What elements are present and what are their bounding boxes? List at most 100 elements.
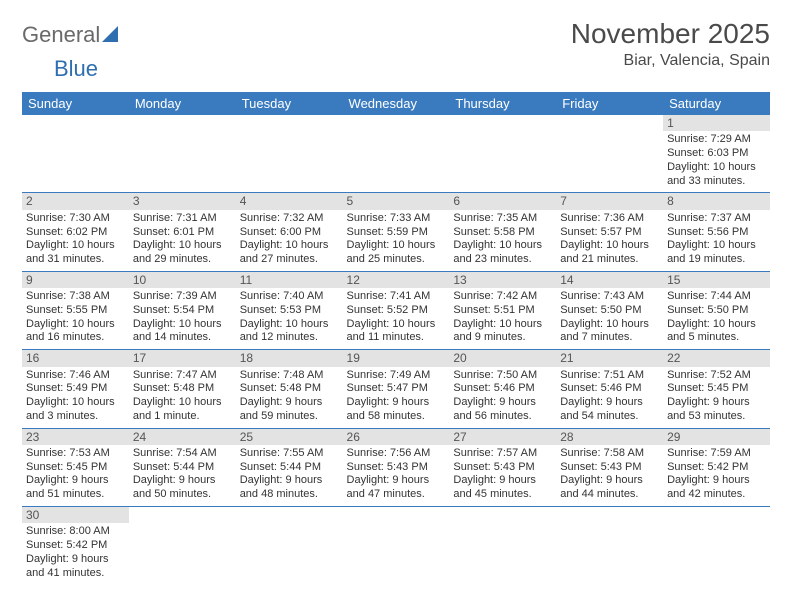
day-number: 2 [22, 193, 129, 209]
calendar-cell [236, 115, 343, 193]
day-number: 29 [663, 429, 770, 445]
day-details: Sunrise: 7:47 AMSunset: 5:48 PMDaylight:… [129, 367, 236, 428]
calendar-cell: 2Sunrise: 7:30 AMSunset: 6:02 PMDaylight… [22, 193, 129, 271]
calendar-cell [449, 115, 556, 193]
calendar-cell: 22Sunrise: 7:52 AMSunset: 5:45 PMDayligh… [663, 350, 770, 428]
calendar-row: 30Sunrise: 8:00 AMSunset: 5:42 PMDayligh… [22, 506, 770, 584]
calendar-cell: 17Sunrise: 7:47 AMSunset: 5:48 PMDayligh… [129, 350, 236, 428]
day-details: Sunrise: 7:51 AMSunset: 5:46 PMDaylight:… [556, 367, 663, 428]
calendar-cell: 3Sunrise: 7:31 AMSunset: 6:01 PMDaylight… [129, 193, 236, 271]
weekday-header: Wednesday [343, 92, 450, 115]
day-number: 8 [663, 193, 770, 209]
sail-icon [102, 26, 122, 47]
day-details: Sunrise: 7:36 AMSunset: 5:57 PMDaylight:… [556, 210, 663, 271]
day-number: 24 [129, 429, 236, 445]
calendar-cell: 28Sunrise: 7:58 AMSunset: 5:43 PMDayligh… [556, 428, 663, 506]
day-details: Sunrise: 7:55 AMSunset: 5:44 PMDaylight:… [236, 445, 343, 506]
day-details: Sunrise: 7:50 AMSunset: 5:46 PMDaylight:… [449, 367, 556, 428]
day-details: Sunrise: 7:52 AMSunset: 5:45 PMDaylight:… [663, 367, 770, 428]
day-number: 15 [663, 272, 770, 288]
calendar-cell: 5Sunrise: 7:33 AMSunset: 5:59 PMDaylight… [343, 193, 450, 271]
calendar-cell: 26Sunrise: 7:56 AMSunset: 5:43 PMDayligh… [343, 428, 450, 506]
weekday-header: Monday [129, 92, 236, 115]
calendar-row: 9Sunrise: 7:38 AMSunset: 5:55 PMDaylight… [22, 271, 770, 349]
day-number: 11 [236, 272, 343, 288]
calendar-cell: 15Sunrise: 7:44 AMSunset: 5:50 PMDayligh… [663, 271, 770, 349]
day-details: Sunrise: 7:31 AMSunset: 6:01 PMDaylight:… [129, 210, 236, 271]
day-number: 20 [449, 350, 556, 366]
day-details: Sunrise: 7:32 AMSunset: 6:00 PMDaylight:… [236, 210, 343, 271]
calendar-cell: 8Sunrise: 7:37 AMSunset: 5:56 PMDaylight… [663, 193, 770, 271]
day-number: 1 [663, 115, 770, 131]
day-number: 3 [129, 193, 236, 209]
day-details: Sunrise: 7:58 AMSunset: 5:43 PMDaylight:… [556, 445, 663, 506]
day-details: Sunrise: 7:41 AMSunset: 5:52 PMDaylight:… [343, 288, 450, 349]
calendar-table: SundayMondayTuesdayWednesdayThursdayFrid… [22, 92, 770, 584]
calendar-cell [343, 115, 450, 193]
calendar-cell: 29Sunrise: 7:59 AMSunset: 5:42 PMDayligh… [663, 428, 770, 506]
weekday-header: Friday [556, 92, 663, 115]
day-details: Sunrise: 7:39 AMSunset: 5:54 PMDaylight:… [129, 288, 236, 349]
day-number: 19 [343, 350, 450, 366]
day-number: 12 [343, 272, 450, 288]
day-details: Sunrise: 7:49 AMSunset: 5:47 PMDaylight:… [343, 367, 450, 428]
calendar-row: 23Sunrise: 7:53 AMSunset: 5:45 PMDayligh… [22, 428, 770, 506]
day-details: Sunrise: 7:29 AMSunset: 6:03 PMDaylight:… [663, 131, 770, 192]
calendar-cell: 23Sunrise: 7:53 AMSunset: 5:45 PMDayligh… [22, 428, 129, 506]
day-details: Sunrise: 7:33 AMSunset: 5:59 PMDaylight:… [343, 210, 450, 271]
calendar-row: 16Sunrise: 7:46 AMSunset: 5:49 PMDayligh… [22, 350, 770, 428]
page-title: November 2025 [571, 18, 770, 50]
calendar-cell: 12Sunrise: 7:41 AMSunset: 5:52 PMDayligh… [343, 271, 450, 349]
calendar-cell [129, 506, 236, 584]
calendar-body: 1Sunrise: 7:29 AMSunset: 6:03 PMDaylight… [22, 115, 770, 584]
calendar-cell: 7Sunrise: 7:36 AMSunset: 5:57 PMDaylight… [556, 193, 663, 271]
calendar-head: SundayMondayTuesdayWednesdayThursdayFrid… [22, 92, 770, 115]
day-number: 9 [22, 272, 129, 288]
day-number: 26 [343, 429, 450, 445]
calendar-row: 2Sunrise: 7:30 AMSunset: 6:02 PMDaylight… [22, 193, 770, 271]
calendar-cell: 27Sunrise: 7:57 AMSunset: 5:43 PMDayligh… [449, 428, 556, 506]
day-number: 17 [129, 350, 236, 366]
day-number: 14 [556, 272, 663, 288]
day-details: Sunrise: 7:57 AMSunset: 5:43 PMDaylight:… [449, 445, 556, 506]
day-details: Sunrise: 7:56 AMSunset: 5:43 PMDaylight:… [343, 445, 450, 506]
calendar-cell: 6Sunrise: 7:35 AMSunset: 5:58 PMDaylight… [449, 193, 556, 271]
day-number: 18 [236, 350, 343, 366]
weekday-header: Thursday [449, 92, 556, 115]
day-details: Sunrise: 7:37 AMSunset: 5:56 PMDaylight:… [663, 210, 770, 271]
day-details: Sunrise: 7:54 AMSunset: 5:44 PMDaylight:… [129, 445, 236, 506]
calendar-cell [343, 506, 450, 584]
day-number: 6 [449, 193, 556, 209]
day-number: 22 [663, 350, 770, 366]
day-details: Sunrise: 7:30 AMSunset: 6:02 PMDaylight:… [22, 210, 129, 271]
calendar-cell [556, 115, 663, 193]
day-number: 4 [236, 193, 343, 209]
brand-logo: General [22, 22, 122, 48]
day-number: 13 [449, 272, 556, 288]
calendar-cell: 25Sunrise: 7:55 AMSunset: 5:44 PMDayligh… [236, 428, 343, 506]
brand-second: Blue [54, 56, 792, 82]
day-number: 27 [449, 429, 556, 445]
day-number: 5 [343, 193, 450, 209]
day-details: Sunrise: 7:44 AMSunset: 5:50 PMDaylight:… [663, 288, 770, 349]
day-details: Sunrise: 7:40 AMSunset: 5:53 PMDaylight:… [236, 288, 343, 349]
calendar-cell [556, 506, 663, 584]
calendar-cell: 4Sunrise: 7:32 AMSunset: 6:00 PMDaylight… [236, 193, 343, 271]
calendar-cell: 19Sunrise: 7:49 AMSunset: 5:47 PMDayligh… [343, 350, 450, 428]
day-number: 25 [236, 429, 343, 445]
calendar-cell: 16Sunrise: 7:46 AMSunset: 5:49 PMDayligh… [22, 350, 129, 428]
weekday-header: Saturday [663, 92, 770, 115]
day-number: 30 [22, 507, 129, 523]
calendar-cell [449, 506, 556, 584]
day-details: Sunrise: 7:53 AMSunset: 5:45 PMDaylight:… [22, 445, 129, 506]
calendar-cell: 1Sunrise: 7:29 AMSunset: 6:03 PMDaylight… [663, 115, 770, 193]
day-details: Sunrise: 7:43 AMSunset: 5:50 PMDaylight:… [556, 288, 663, 349]
calendar-cell [663, 506, 770, 584]
calendar-cell: 21Sunrise: 7:51 AMSunset: 5:46 PMDayligh… [556, 350, 663, 428]
calendar-cell: 24Sunrise: 7:54 AMSunset: 5:44 PMDayligh… [129, 428, 236, 506]
calendar-cell: 10Sunrise: 7:39 AMSunset: 5:54 PMDayligh… [129, 271, 236, 349]
day-number: 28 [556, 429, 663, 445]
calendar-cell: 18Sunrise: 7:48 AMSunset: 5:48 PMDayligh… [236, 350, 343, 428]
day-details: Sunrise: 7:42 AMSunset: 5:51 PMDaylight:… [449, 288, 556, 349]
calendar-cell: 11Sunrise: 7:40 AMSunset: 5:53 PMDayligh… [236, 271, 343, 349]
